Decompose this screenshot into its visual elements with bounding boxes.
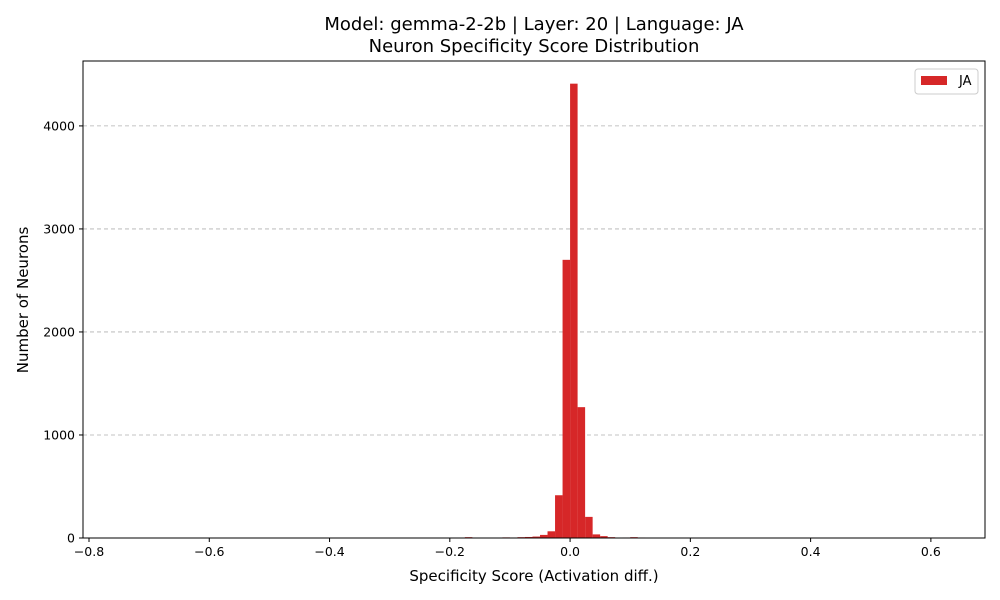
x-axis-ticks: −0.8 −0.6 −0.4 −0.2 0.0 0.2 0.4 0.6 — [74, 538, 941, 559]
histogram-bar — [570, 83, 578, 539]
x-tick-label: −0.2 — [435, 544, 465, 559]
histogram-bar — [524, 536, 533, 538]
grid-lines — [83, 125, 985, 436]
histogram-bar — [600, 536, 608, 538]
histogram-bar — [592, 534, 601, 538]
chart-title: Model: gemma-2-2b | Layer: 20 | Language… — [324, 14, 744, 35]
chart-subtitle: Neuron Specificity Score Distribution — [369, 36, 700, 57]
x-tick-label: 0.0 — [560, 544, 580, 559]
x-tick-label: 0.2 — [680, 544, 700, 559]
x-tick-label: 0.6 — [921, 544, 941, 559]
x-tick-label: −0.6 — [194, 544, 224, 559]
x-tick-label: −0.8 — [74, 544, 104, 559]
histogram-bar — [585, 516, 593, 538]
histogram-bar — [532, 536, 541, 538]
histogram-bar — [540, 534, 548, 538]
y-axis-ticks: 0 1000 2000 3000 4000 — [43, 118, 83, 546]
y-tick-label: 1000 — [43, 427, 75, 442]
x-axis-label: Specificity Score (Activation diff.) — [409, 567, 658, 585]
y-tick-label: 0 — [67, 531, 75, 546]
y-axis-label: Number of Neurons — [14, 227, 32, 374]
x-tick-label: 0.4 — [801, 544, 821, 559]
histogram-bar — [577, 407, 586, 538]
y-tick-label: 2000 — [43, 324, 75, 339]
legend-swatch — [921, 76, 947, 85]
histogram-bar — [562, 259, 571, 538]
histogram-bar — [555, 495, 563, 538]
y-tick-label: 4000 — [43, 118, 75, 133]
x-tick-label: −0.4 — [314, 544, 344, 559]
histogram-bar — [547, 531, 556, 538]
plot-frame — [82, 60, 986, 539]
legend: JA — [914, 68, 979, 95]
legend-label: JA — [958, 74, 972, 89]
y-tick-label: 3000 — [43, 221, 75, 236]
